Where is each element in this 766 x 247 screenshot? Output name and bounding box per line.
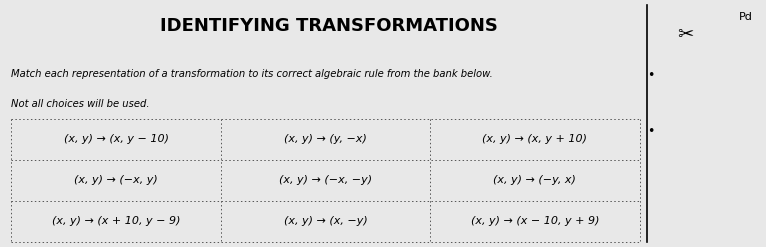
Text: (x, y) → (x, −y): (x, y) → (x, −y) [283, 216, 368, 226]
Text: •

•: • • [647, 69, 655, 138]
Text: ✂: ✂ [677, 25, 694, 44]
Text: IDENTIFYING TRANSFORMATIONS: IDENTIFYING TRANSFORMATIONS [160, 17, 499, 35]
Text: Match each representation of a transformation to its correct algebraic rule from: Match each representation of a transform… [11, 69, 493, 79]
Text: (x, y) → (x − 10, y + 9): (x, y) → (x − 10, y + 9) [470, 216, 599, 226]
Text: (x, y) → (−y, x): (x, y) → (−y, x) [493, 175, 576, 185]
Text: Pd: Pd [739, 12, 753, 22]
Text: (x, y) → (x, y − 10): (x, y) → (x, y − 10) [64, 134, 169, 144]
Text: (x, y) → (−x, y): (x, y) → (−x, y) [74, 175, 158, 185]
Text: Not all choices will be used.: Not all choices will be used. [11, 99, 150, 109]
Text: (x, y) → (y, −x): (x, y) → (y, −x) [284, 134, 367, 144]
Text: (x, y) → (x, y + 10): (x, y) → (x, y + 10) [483, 134, 588, 144]
Text: (x, y) → (x + 10, y − 9): (x, y) → (x + 10, y − 9) [52, 216, 181, 226]
Text: (x, y) → (−x, −y): (x, y) → (−x, −y) [279, 175, 372, 185]
